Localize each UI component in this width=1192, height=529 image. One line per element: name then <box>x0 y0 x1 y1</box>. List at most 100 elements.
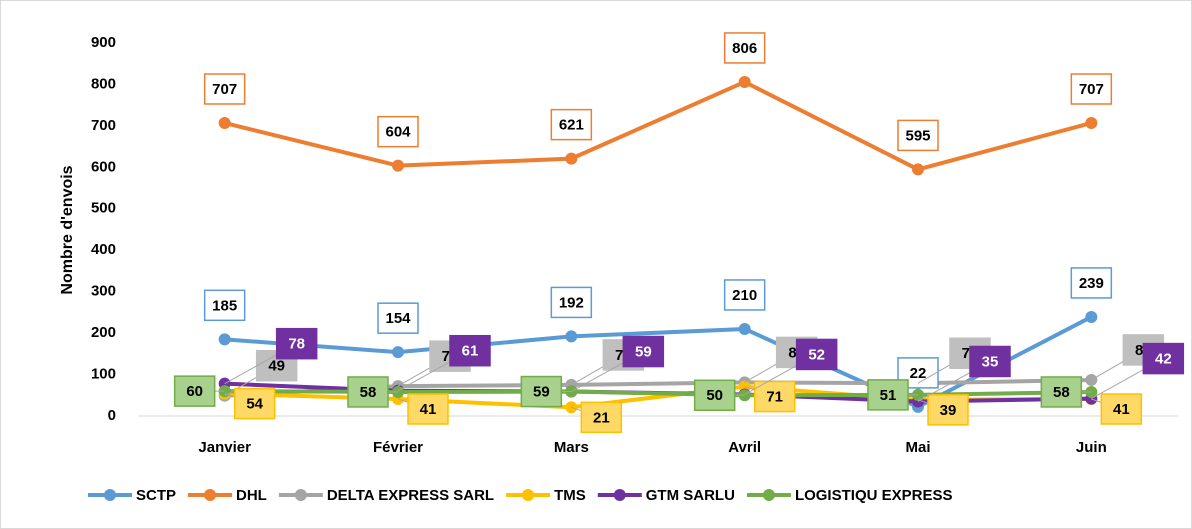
data-label: 54 <box>246 396 263 413</box>
data-label: 604 <box>385 124 411 141</box>
data-label-box <box>1142 342 1185 375</box>
data-label-box <box>897 119 939 152</box>
data-label-box <box>927 394 969 426</box>
x-tick-label: Février <box>373 439 423 456</box>
data-label: 41 <box>1113 401 1130 418</box>
data-label-box <box>520 375 563 408</box>
data-label-box <box>753 380 796 413</box>
data-label-box <box>693 379 736 412</box>
data-label: 61 <box>462 343 479 360</box>
data-label-box <box>275 327 318 360</box>
legend-label: DELTA EXPRESS SARL <box>327 487 494 504</box>
legend-label: DHL <box>236 487 267 504</box>
legend-marker <box>104 489 116 501</box>
data-label-box <box>347 376 389 408</box>
data-label-box <box>1070 267 1113 299</box>
data-label: 58 <box>360 384 377 401</box>
data-point <box>565 330 578 343</box>
data-point <box>1085 310 1098 323</box>
data-label-box <box>550 108 593 141</box>
y-tick-label: 0 <box>108 407 116 424</box>
y-tick-label: 800 <box>91 75 116 92</box>
data-label-box <box>723 279 766 311</box>
data-point <box>565 152 578 165</box>
y-tick-label: 900 <box>91 34 116 51</box>
data-label-box <box>173 375 216 407</box>
data-label-box <box>377 302 419 334</box>
legend-label: GTM SARLU <box>646 487 735 504</box>
data-label-box <box>377 115 419 148</box>
data-label: 806 <box>732 40 757 57</box>
legend-marker <box>613 489 626 501</box>
legend-marker <box>522 489 535 501</box>
data-label: 50 <box>706 387 723 404</box>
y-tick-label: 400 <box>91 241 116 258</box>
y-tick-label: 100 <box>91 366 116 383</box>
y-tick-label: 700 <box>91 117 116 134</box>
data-label-box <box>1040 376 1083 408</box>
legend-marker <box>204 489 217 501</box>
legend-label: SCTP <box>136 487 176 504</box>
data-label-box <box>580 401 623 434</box>
x-tick-label: Mai <box>905 439 930 456</box>
y-tick-label: 600 <box>91 158 116 175</box>
data-label-box <box>449 334 491 367</box>
data-label: 185 <box>212 297 237 314</box>
data-point <box>392 346 404 359</box>
data-label-box <box>969 345 1011 378</box>
legend-marker <box>294 489 307 501</box>
data-label: 22 <box>910 365 927 382</box>
data-label: 42 <box>1155 351 1172 368</box>
data-point <box>738 75 751 88</box>
data-label-box <box>203 73 246 105</box>
y-axis-label: Nombre d'envois <box>59 165 76 294</box>
data-label-box <box>1070 73 1113 105</box>
data-point <box>218 333 231 346</box>
data-point <box>738 322 751 335</box>
x-tick-label: Mars <box>554 439 589 456</box>
data-label: 621 <box>559 117 584 134</box>
data-label-box <box>407 393 449 425</box>
data-label: 41 <box>420 401 437 418</box>
data-label-box <box>203 289 246 322</box>
data-label: 595 <box>905 127 930 144</box>
data-label: 71 <box>766 389 783 406</box>
data-label: 21 <box>593 409 610 426</box>
legend-label: LOGISTIQU EXPRESS <box>795 487 953 504</box>
data-label: 192 <box>559 294 584 311</box>
series-line <box>224 79 1092 172</box>
data-label: 59 <box>533 384 550 401</box>
legend-marker <box>762 489 775 501</box>
data-label: 49 <box>268 358 285 375</box>
data-label: 39 <box>940 402 957 419</box>
data-label: 60 <box>186 383 203 400</box>
data-label: 239 <box>1079 275 1104 292</box>
data-label: 51 <box>880 387 897 404</box>
data-label-box <box>550 286 593 319</box>
data-point <box>1085 116 1098 129</box>
data-label-box <box>622 335 665 368</box>
y-tick-label: 300 <box>91 283 116 300</box>
data-label: 59 <box>635 344 652 361</box>
data-label: 154 <box>385 310 411 327</box>
x-tick-label: Avril <box>728 439 761 456</box>
data-label-box <box>233 387 276 420</box>
legend-label: TMS <box>554 487 586 504</box>
x-tick-label: Juin <box>1076 439 1107 456</box>
data-label: 707 <box>212 81 237 98</box>
data-label-box <box>867 379 909 411</box>
x-tick-label: Janvier <box>198 439 251 456</box>
series-line <box>224 315 1093 409</box>
data-label: 210 <box>732 287 757 304</box>
data-label: 58 <box>1053 384 1070 401</box>
data-label: 78 <box>288 336 305 353</box>
y-tick-label: 200 <box>91 324 116 341</box>
data-label-box <box>1100 393 1143 425</box>
data-point <box>392 159 404 172</box>
data-label: 35 <box>982 353 999 370</box>
data-label-box <box>723 32 766 64</box>
data-label-box <box>795 338 838 371</box>
data-label: 52 <box>808 346 825 363</box>
